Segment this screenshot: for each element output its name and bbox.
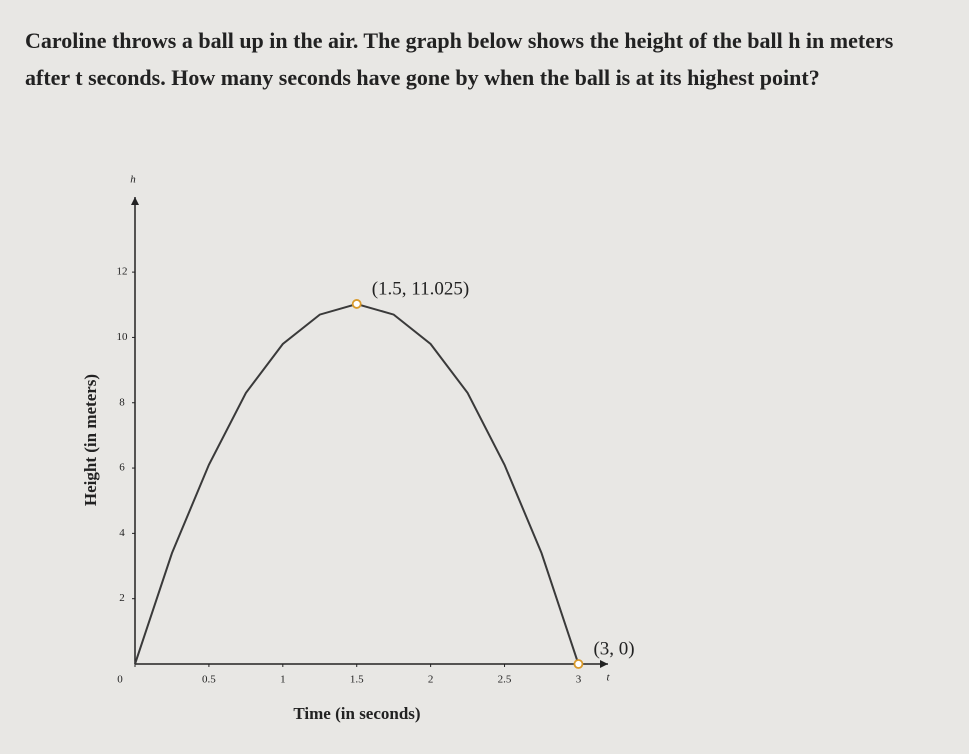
y-tick-label: 12 [117,266,128,278]
x-tick-label: 1.5 [350,674,364,686]
x-arrow [600,660,608,668]
point-label: (3, 0) [593,638,634,659]
y-axis-name: h [130,174,136,186]
x-tick-label: 2 [428,674,434,686]
x-tick-label: 0.5 [202,674,216,686]
y-tick-label: 10 [117,331,129,343]
x-tick-label: 0 [117,674,123,686]
point-marker [573,659,584,669]
point-label: (1.5, 11.025) [372,278,469,299]
y-tick-label: 4 [119,527,125,539]
y-tick-label: 8 [119,396,125,408]
x-tick-label: 1 [280,674,286,686]
curve [134,302,580,665]
y-arrow [131,197,139,205]
y-tick-label: 2 [119,592,125,604]
y-axis-label: Height (in meters) [81,374,100,506]
x-axis-label: Time (in seconds) [293,704,420,723]
x-tick-label: 2.5 [498,674,512,686]
y-tick-label: 6 [119,462,125,474]
x-axis-name: t [606,672,610,684]
point-marker [351,299,362,309]
x-tick-label: 3 [576,674,582,686]
question: Caroline throws a ball up in the air. Th… [25,28,894,90]
